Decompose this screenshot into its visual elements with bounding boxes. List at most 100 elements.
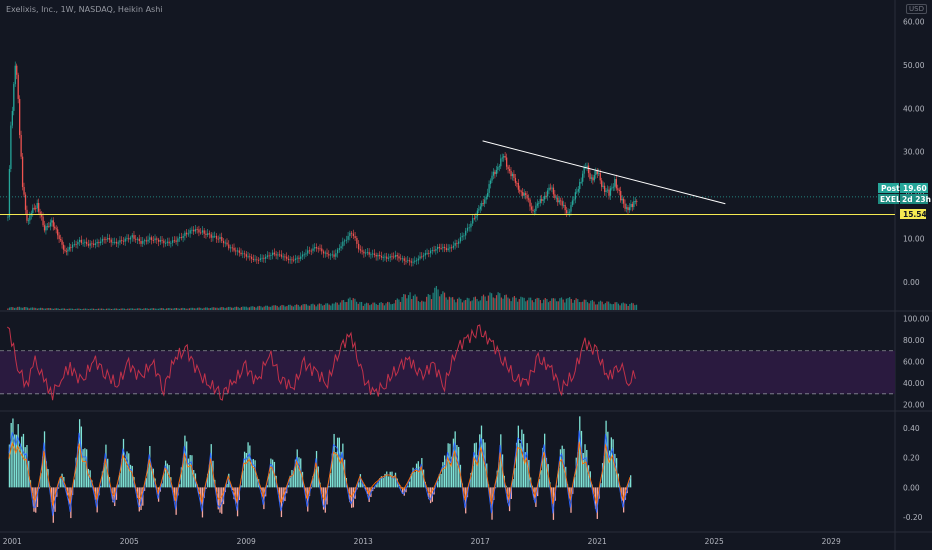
candle-body: [303, 254, 305, 256]
candle-body: [486, 192, 489, 197]
macd-tick-label: 0.20: [903, 454, 920, 463]
candle-body: [228, 244, 230, 249]
candle-body: [557, 197, 559, 203]
volume-bar: [549, 300, 551, 310]
volume-bar: [218, 308, 220, 310]
candle-body: [13, 84, 15, 111]
candle-body: [340, 246, 342, 249]
macd-bar: [382, 478, 384, 488]
candle-body: [114, 241, 116, 243]
volume-bar: [97, 308, 100, 310]
candle-body: [136, 238, 139, 240]
volume-bar: [44, 308, 47, 310]
volume-bar: [151, 308, 153, 310]
volume-bar: [89, 308, 91, 310]
candle-body: [249, 256, 251, 258]
candle-body: [435, 249, 437, 251]
volume-bar: [127, 308, 129, 310]
volume-bar: [377, 304, 379, 310]
candle-body: [312, 248, 314, 251]
volume-bar: [369, 305, 371, 310]
macd-bar: [207, 473, 209, 488]
candle-body: [294, 258, 297, 260]
candle-body: [40, 214, 43, 217]
volume-bar: [575, 298, 577, 310]
candle-body: [583, 167, 585, 174]
macd-bar: [582, 453, 584, 488]
volume-bar: [25, 306, 27, 310]
macd-bar: [521, 429, 523, 488]
volume-bar: [20, 307, 22, 310]
macd-bar: [472, 466, 474, 488]
candle-body: [601, 180, 603, 187]
candle-body: [563, 204, 565, 206]
volume-bar: [627, 305, 629, 310]
currency-badge[interactable]: USD: [906, 4, 927, 14]
volume-bar: [355, 301, 358, 310]
volume-bar: [486, 300, 488, 310]
candle-body: [243, 253, 246, 255]
candle-body: [498, 166, 500, 168]
macd-bar: [519, 443, 521, 488]
volume-bar: [611, 304, 613, 310]
macd-bar: [129, 464, 132, 488]
volume-bar: [492, 297, 494, 310]
volume-bar: [200, 307, 202, 310]
macd-bar: [231, 487, 233, 491]
candle-body: [59, 239, 62, 241]
macd-tick-label: 0.00: [903, 483, 920, 492]
time-tick-label: 2001: [3, 537, 22, 546]
candle-body: [608, 189, 610, 196]
macd-bar: [479, 434, 481, 488]
macd-bar: [608, 450, 611, 488]
candle-body: [504, 156, 506, 158]
candle-body: [222, 240, 225, 244]
candle-body: [51, 220, 53, 223]
candle-body: [433, 250, 435, 251]
candle-body: [618, 189, 620, 192]
chart-title: Exelixis, Inc., 1W, NASDAQ, Heikin Ashi: [6, 5, 163, 14]
macd-bar: [247, 442, 249, 488]
candle-body: [555, 197, 558, 199]
candle-body: [565, 210, 568, 214]
volume-bar: [141, 308, 143, 310]
volume-bar: [18, 306, 21, 310]
volume-bar: [172, 308, 174, 310]
volume-bar: [617, 303, 619, 310]
volume-bar: [213, 307, 215, 310]
candle-body: [43, 225, 46, 231]
macd-bar: [389, 471, 391, 488]
candle-body: [592, 177, 594, 181]
volume-bar: [117, 308, 119, 310]
volume-bar: [17, 306, 19, 310]
volume-bar: [48, 308, 50, 310]
rsi-band: [0, 350, 895, 395]
time-tick-label: 2017: [471, 537, 490, 546]
macd-bar: [187, 458, 190, 488]
macd-bar: [545, 457, 548, 488]
candle-body: [544, 195, 546, 200]
volume-bar: [570, 298, 572, 310]
volume-bar: [183, 308, 186, 310]
candle-body: [481, 203, 483, 207]
macd-bar: [161, 483, 163, 488]
macd-bar: [377, 482, 379, 488]
candle-body: [519, 189, 521, 192]
volume-bar: [67, 308, 69, 310]
candle-body: [19, 98, 21, 135]
macd-bar: [408, 481, 411, 488]
volume-bar: [404, 294, 406, 310]
volume-bar: [318, 303, 321, 310]
candle-body: [358, 243, 360, 250]
macd-bar: [401, 487, 404, 494]
volume-bar: [211, 307, 213, 310]
volume-bar: [559, 298, 561, 310]
macd-bar: [163, 473, 165, 488]
macd-bar: [103, 463, 105, 488]
macd-bar: [577, 452, 579, 488]
volume-bar: [491, 293, 493, 310]
candle-body: [212, 235, 214, 238]
volume-bar: [374, 302, 376, 310]
volume-bar: [49, 308, 51, 310]
